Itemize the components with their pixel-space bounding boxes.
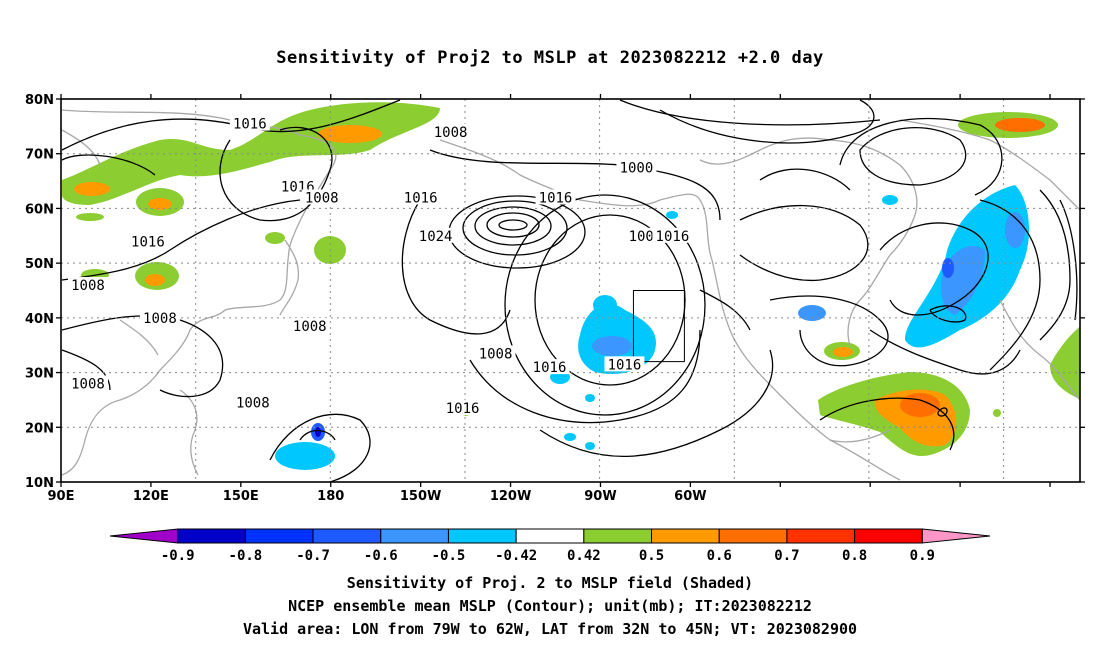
contour-label: 1016 bbox=[608, 357, 642, 373]
colorbar-tick-label: -0.42 bbox=[495, 548, 537, 564]
sensitivity-shading bbox=[62, 102, 1080, 470]
contour-label-background bbox=[475, 345, 516, 361]
plot-area bbox=[61, 99, 1080, 482]
contour-label: 1016 bbox=[539, 190, 573, 206]
colorbar-segment bbox=[380, 528, 449, 544]
contour-labels: 1016 1008 1000 1016 1008 1016 1016 1016 1024 1008… bbox=[67, 115, 693, 417]
caption-line-1: Sensitivity of Proj. 2 to MSLP field (Sh… bbox=[346, 574, 754, 592]
longitude-axis: 90E 120E 150E 180 150W 120W 90W 60W bbox=[48, 489, 707, 504]
contour-label-background bbox=[430, 123, 471, 139]
contour-label: 1016 bbox=[233, 117, 267, 133]
colorbar-tick-label: -0.9 bbox=[161, 548, 195, 564]
colorbar-tick-label: -0.7 bbox=[296, 548, 330, 564]
contour-label-background bbox=[67, 375, 108, 391]
contour-label: 1008 bbox=[293, 319, 327, 335]
colorbar-tick-label: 0.9 bbox=[910, 548, 935, 564]
colorbar-tick-label: 0.8 bbox=[842, 548, 867, 564]
contour-label-background bbox=[289, 318, 330, 334]
contour-label-background bbox=[400, 189, 441, 205]
latitude-label: 40N bbox=[25, 312, 54, 327]
colorbar-tick-label: 0.5 bbox=[639, 548, 664, 564]
latitude-label: 80N bbox=[25, 93, 54, 108]
colorbar-tick-label: -0.8 bbox=[229, 548, 263, 564]
contour-label-background bbox=[535, 189, 576, 205]
colorbar-arrow-right bbox=[921, 528, 991, 544]
contour-label: 1016 bbox=[446, 401, 480, 417]
colorbar-tick-label: -0.5 bbox=[432, 548, 466, 564]
contour-label: 1016 bbox=[404, 190, 438, 206]
contour-label: 1024 bbox=[419, 229, 453, 245]
contour-label: 1008 bbox=[71, 278, 105, 294]
contour-label: 1008 bbox=[479, 346, 513, 362]
contour-label: 1016 bbox=[656, 229, 690, 245]
contour-label-background bbox=[442, 400, 483, 416]
colorbar-segment bbox=[854, 528, 923, 544]
caption-line-2: NCEP ensemble mean MSLP (Contour); unit(… bbox=[288, 597, 812, 615]
longitude-label: 90E bbox=[48, 489, 75, 504]
contour-label-background bbox=[616, 159, 657, 175]
contour-label: 1016 bbox=[533, 360, 567, 376]
latitude-label: 20N bbox=[25, 421, 54, 436]
contour-label-background bbox=[127, 233, 168, 249]
caption-line-3: Valid area: LON from 79W to 62W, LAT fro… bbox=[242, 620, 858, 638]
contour-label: 1016 bbox=[131, 234, 165, 250]
longitude-label: 60W bbox=[674, 489, 706, 504]
gridlines bbox=[61, 99, 1080, 482]
contour-label: 1000 bbox=[620, 160, 654, 176]
contour-label: 1008 bbox=[434, 125, 468, 141]
colorbar-arrow-left bbox=[109, 528, 179, 544]
colorbar-segment bbox=[447, 528, 517, 544]
axis-ticks bbox=[56, 94, 1085, 487]
longitude-label: 150E bbox=[223, 489, 259, 504]
colorbar-tick-label: 0.7 bbox=[774, 548, 799, 564]
colorbar-segment bbox=[177, 528, 246, 544]
contour-label-background bbox=[139, 309, 180, 325]
plot-frame bbox=[60, 98, 1081, 483]
contour-label-background bbox=[652, 227, 693, 243]
colorbar-segment bbox=[786, 528, 856, 544]
longitude-label: 180 bbox=[317, 489, 344, 504]
contour-label-background bbox=[229, 115, 270, 131]
colorbar: -0.9 -0.8 -0.7 -0.6 -0.5 -0.42 0.42 0.5 0.6 0.7 0.… bbox=[109, 528, 991, 564]
longitude-label: 90W bbox=[584, 489, 616, 504]
contour-label: 1008 bbox=[71, 377, 105, 393]
contour-label-background bbox=[604, 356, 645, 372]
contour-label: 1008 bbox=[143, 311, 177, 327]
colorbar-segment bbox=[651, 528, 720, 544]
longitude-label: 120W bbox=[490, 489, 531, 504]
contour-label-background bbox=[529, 359, 570, 375]
contour-label: 1008 bbox=[305, 190, 339, 206]
valid-area-box bbox=[632, 290, 685, 363]
contour-label: 1008 bbox=[236, 396, 270, 412]
contour-label-background bbox=[301, 189, 342, 205]
colorbar-segment bbox=[244, 528, 314, 544]
colorbar-segment bbox=[583, 528, 653, 544]
map-title: Sensitivity of Proj2 to MSLP at 20230822… bbox=[276, 48, 824, 68]
contour-label-background bbox=[415, 227, 456, 243]
colorbar-tick-label: -0.6 bbox=[364, 548, 398, 564]
contour-label-background bbox=[232, 394, 273, 410]
colorbar-tick-label: 0.42 bbox=[567, 548, 601, 564]
colorbar-segment bbox=[718, 528, 788, 544]
colorbar-segment bbox=[312, 528, 382, 544]
colorbar-tick-label: 0.6 bbox=[707, 548, 732, 564]
latitude-label: 70N bbox=[25, 148, 54, 163]
colorbar-segment bbox=[515, 528, 585, 544]
latitude-axis: 80N 70N 60N 50N 40N 30N 20N 10N bbox=[25, 93, 54, 491]
contour-label-background bbox=[67, 277, 108, 293]
latitude-label: 50N bbox=[25, 257, 54, 272]
longitude-label: 120E bbox=[133, 489, 169, 504]
latitude-label: 10N bbox=[25, 476, 54, 491]
longitude-label: 150W bbox=[400, 489, 441, 504]
latitude-label: 60N bbox=[25, 202, 54, 217]
latitude-label: 30N bbox=[25, 367, 54, 382]
